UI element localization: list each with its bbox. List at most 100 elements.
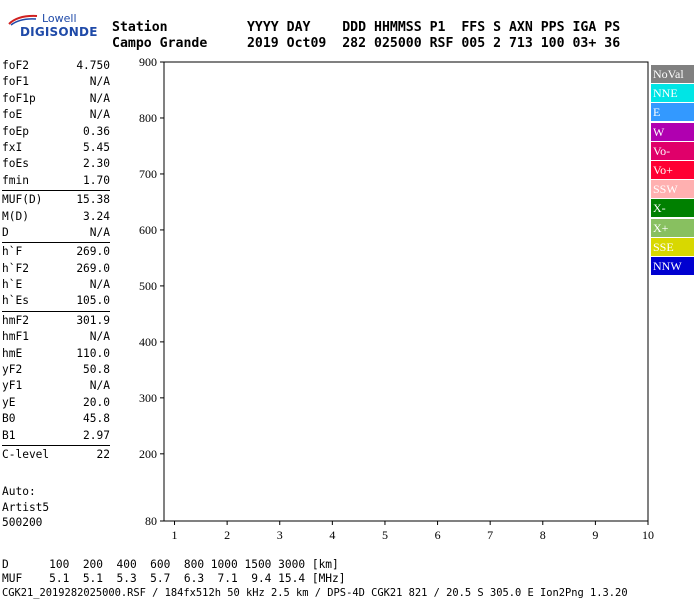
param-row-d: D N/A xyxy=(2,225,110,241)
param-name: hmF1 xyxy=(2,330,29,344)
param-name: h`F2 xyxy=(2,261,29,275)
param-value: N/A xyxy=(89,330,110,344)
legend-item-w: W xyxy=(651,122,694,141)
param-row-fof1: foF1 N/A xyxy=(2,74,110,90)
param-divider xyxy=(2,242,110,244)
param-value: 269.0 xyxy=(76,261,110,275)
auto-label: Auto: xyxy=(2,485,36,498)
x-tick-label: 7 xyxy=(487,528,493,542)
x-tick-label: 6 xyxy=(435,528,441,542)
y-tick-label: 900 xyxy=(139,55,157,69)
parameter-panel: foF2 4.750 foF1 N/A foF1p N/A foE N/A foEp 0.36 fx… xyxy=(2,58,110,463)
param-row-foes: foEs 2.30 xyxy=(2,156,110,172)
polarization-legend: NoVal NNE E W Vo- Vo+ SSW X- X+ SSE NNW xyxy=(651,65,694,276)
param-name: B1 xyxy=(2,428,16,442)
param-name: foEs xyxy=(2,157,29,171)
param-divider xyxy=(2,444,110,446)
x-tick-label: 10 xyxy=(642,528,654,542)
legend-item-x: X+ xyxy=(651,218,694,237)
y-tick-label: 500 xyxy=(139,279,157,293)
legend-item-noval: NoVal xyxy=(651,65,694,83)
header-values: Campo Grande 2019 Oct09 282 025000 RSF 0… xyxy=(112,36,621,51)
param-name: M(D) xyxy=(2,209,29,223)
param-name: foF1p xyxy=(2,91,36,105)
logo-text-lowell: Lowell xyxy=(42,12,77,25)
param-value: 2.30 xyxy=(83,157,110,171)
param-name: yE xyxy=(2,395,16,409)
param-name: foF1 xyxy=(2,75,29,89)
param-name: h`E xyxy=(2,278,23,292)
param-name: foE xyxy=(2,108,23,122)
param-row-md: M(D) 3.24 xyxy=(2,209,110,225)
param-value: 269.0 xyxy=(76,245,110,259)
param-value: 4.750 xyxy=(76,59,110,72)
legend-item-vo: Vo- xyxy=(651,141,694,160)
legend-item-nne: NNE xyxy=(651,84,694,103)
param-value: 2.97 xyxy=(83,428,110,442)
param-row-hme: hmE 110.0 xyxy=(2,346,110,362)
param-row-clevel: C-level 22 xyxy=(2,447,110,463)
param-row-fof1p: foF1p N/A xyxy=(2,91,110,107)
legend-item-vo: Vo+ xyxy=(651,160,694,179)
param-row-yf2: yF2 50.8 xyxy=(2,362,110,378)
param-value: 1.70 xyxy=(83,173,110,187)
chart-axes xyxy=(160,61,649,525)
param-value: 110.0 xyxy=(76,346,110,360)
param-name: C-level xyxy=(2,447,50,461)
param-value: N/A xyxy=(89,379,110,393)
param-row-hf2: h`F2 269.0 xyxy=(2,261,110,277)
x-tick-label: 5 xyxy=(382,528,388,542)
auto-version: 500200 xyxy=(2,516,43,530)
digisonde-logo: Lowell DIGISONDE xyxy=(6,8,106,44)
param-row-mufd: MUF(D) 15.38 xyxy=(2,192,110,208)
param-value: 20.0 xyxy=(83,395,110,409)
param-divider xyxy=(2,310,110,312)
param-name: MUF(D) xyxy=(2,193,43,207)
file-footer: CGK21_2019282025000.RSF / 184fx512h 50 k… xyxy=(2,587,628,599)
param-value: N/A xyxy=(89,108,110,122)
param-row-hes: h`Es 105.0 xyxy=(2,293,110,309)
param-row-hf: h`F 269.0 xyxy=(2,244,110,260)
param-value: 5.45 xyxy=(83,140,110,154)
param-row-hmf2: hmF2 301.9 xyxy=(2,313,110,329)
muf-table: D 100 200 400 600 800 1000 1500 3000 [km… xyxy=(2,558,346,586)
y-tick-label: 200 xyxy=(139,447,157,461)
param-value: 301.9 xyxy=(76,313,110,327)
param-value: N/A xyxy=(89,225,110,239)
param-value: 22 xyxy=(96,447,110,461)
param-name: h`F xyxy=(2,245,23,259)
legend-item-sse: SSE xyxy=(651,237,694,256)
param-row-fmin: fmin 1.70 xyxy=(2,173,110,189)
param-row-ye: yE 20.0 xyxy=(2,395,110,411)
y-tick-label: 300 xyxy=(139,391,157,405)
y-tick-label: 80 xyxy=(145,514,157,528)
param-value: 105.0 xyxy=(76,294,110,308)
header-labels: Station YYYY DAY DDD HHMMSS P1 FFS S AXN… xyxy=(112,20,621,35)
autoscaling-info: Auto: Artist5 500200 xyxy=(2,484,49,531)
param-row-yf1: yF1 N/A xyxy=(2,378,110,394)
param-row-b1: B1 2.97 xyxy=(2,428,110,444)
param-name: fxI xyxy=(2,140,23,154)
legend-item-ssw: SSW xyxy=(651,180,694,199)
param-name: B0 xyxy=(2,412,16,426)
param-name: fmin xyxy=(2,173,29,187)
param-divider xyxy=(2,190,110,192)
station-header: Station YYYY DAY DDD HHMMSS P1 FFS S AXN… xyxy=(112,20,620,52)
muf-row: MUF 5.1 5.1 5.3 5.7 6.3 7.1 9.4 15.4 [MH… xyxy=(2,572,346,585)
param-row-foep: foEp 0.36 xyxy=(2,124,110,140)
param-row-fof2: foF2 4.750 xyxy=(2,58,110,74)
param-row-he: h`E N/A xyxy=(2,277,110,293)
param-value: N/A xyxy=(89,278,110,292)
plot-frame xyxy=(163,61,649,522)
param-name: hmE xyxy=(2,346,23,360)
distance-row: D 100 200 400 600 800 1000 1500 3000 [km… xyxy=(2,558,339,571)
param-name: foEp xyxy=(2,124,29,138)
x-tick-label: 1 xyxy=(172,528,178,542)
param-row-fxi: fxI 5.45 xyxy=(2,140,110,156)
param-row-foe: foE N/A xyxy=(2,107,110,123)
param-name: yF1 xyxy=(2,379,23,393)
param-name: foF2 xyxy=(2,59,29,72)
x-tick-label: 8 xyxy=(540,528,546,542)
param-name: h`Es xyxy=(2,294,29,308)
